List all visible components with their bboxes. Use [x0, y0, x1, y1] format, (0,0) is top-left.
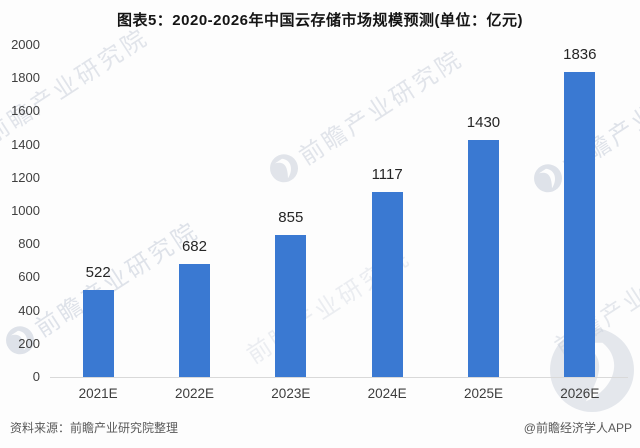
x-axis-label: 2025E	[463, 386, 503, 401]
y-axis-tick-label: 1400	[11, 136, 40, 152]
bar-value-label: 1117	[371, 165, 403, 183]
bar-value-label: 1836	[563, 46, 597, 64]
y-axis: 0 200 400 600 800 1000 1200 1400 1600 1800 2000	[0, 38, 42, 384]
y-axis-tick-label: 400	[18, 302, 40, 318]
bar-value-label: 522	[85, 264, 111, 282]
bar	[564, 72, 596, 377]
x-axis-label: 2021E	[78, 386, 118, 401]
x-axis: 2021E 2022E 2023E 2024E 2025E 2026E	[50, 378, 628, 401]
y-axis-tick-label: 800	[18, 236, 40, 252]
bar-value-label: 682	[181, 237, 207, 255]
plot-area: 522 682 855 1117 1430 1836	[50, 45, 628, 378]
bar-column: 1117	[339, 45, 435, 377]
bar	[467, 139, 499, 377]
bar	[371, 191, 403, 377]
bar-column: 1836	[532, 45, 628, 377]
credit-note: @前瞻经济学人APP	[523, 421, 632, 435]
y-axis-tick-label: 600	[18, 269, 40, 285]
chart-title: 图表5：2020-2026年中国云存储市场规模预测(单位：亿元)	[116, 12, 524, 29]
y-axis-tick-label: 1200	[11, 169, 40, 185]
y-axis-tick-label: 200	[18, 335, 40, 351]
bar-column: 1430	[435, 45, 531, 377]
y-axis-tick-label: 1600	[11, 103, 40, 119]
bar-value-label: 855	[278, 209, 304, 227]
bar-column: 855	[243, 45, 339, 377]
bar-series: 522 682 855 1117 1430 1836	[50, 45, 628, 377]
x-axis-label: 2022E	[174, 386, 215, 401]
source-note: 资料来源：前瞻产业研究院整理	[10, 421, 179, 435]
x-axis-label: 2023E	[271, 386, 311, 401]
x-axis-label: 2026E	[560, 386, 600, 401]
x-axis-label: 2024E	[367, 386, 407, 401]
y-axis-tick-label: 1000	[11, 203, 40, 218]
y-axis-tick-label: 2000	[11, 37, 40, 52]
bar-column: 522	[50, 45, 146, 377]
bar-column: 682	[146, 45, 242, 377]
bar	[178, 263, 210, 377]
bar	[82, 290, 114, 377]
bar	[275, 235, 307, 377]
footer: 资料来源：前瞻产业研究院整理 @前瞻经济学人APP	[10, 419, 632, 436]
y-axis-tick-label: 0	[32, 369, 40, 384]
bar-value-label: 1430	[466, 113, 501, 131]
y-axis-tick-label: 1800	[11, 70, 40, 86]
